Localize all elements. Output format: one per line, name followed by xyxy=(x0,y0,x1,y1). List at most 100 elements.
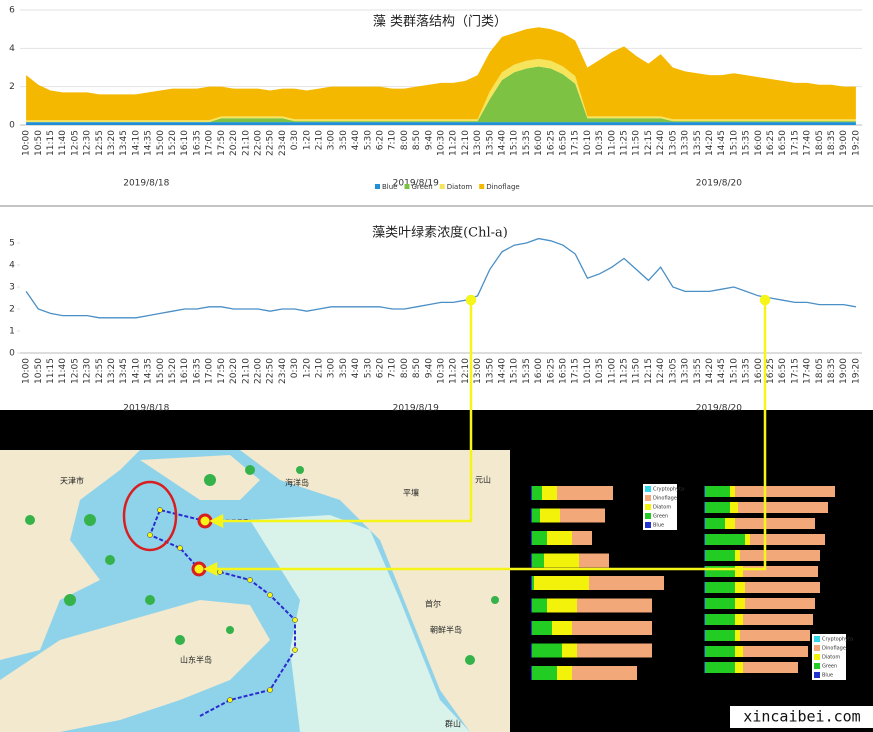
x-tick-label: 15:35 xyxy=(522,130,532,156)
bar-segment xyxy=(704,534,705,545)
x-tick-label: 11:00 xyxy=(607,358,617,384)
x-tick-label: 14:45 xyxy=(717,358,727,384)
bar-segment xyxy=(705,550,735,561)
y-tick-label: 1 xyxy=(9,327,15,337)
bar-segment xyxy=(705,630,735,641)
x-tick-label: 13:45 xyxy=(119,130,129,156)
y-tick-label: 6 xyxy=(9,6,15,16)
legend-swatch xyxy=(814,636,820,642)
cruise-route xyxy=(148,508,296,717)
x-tick-label: 16:00 xyxy=(754,130,764,156)
bar-segment xyxy=(743,662,798,673)
x-tick-label: 14:40 xyxy=(498,358,508,384)
bar-segment xyxy=(735,614,743,625)
date-label: 2019/8/20 xyxy=(696,404,742,414)
stations xyxy=(147,507,298,703)
land xyxy=(0,450,140,660)
legend-swatch xyxy=(645,504,651,510)
x-tick-label: 17:15 xyxy=(790,358,800,384)
x-tick-label: 16:10 xyxy=(180,130,190,156)
x-tick-label: 1:20 xyxy=(302,358,312,378)
x-tick-label: 15:35 xyxy=(522,358,532,384)
x-tick-label: 19:20 xyxy=(851,130,861,156)
map-label: 天津市 xyxy=(60,476,84,486)
x-tick-label: 11:00 xyxy=(607,130,617,156)
x-tick-label: 11:40 xyxy=(58,358,68,384)
x-tick-label: 17:15 xyxy=(571,358,581,384)
legend-swatch xyxy=(645,522,651,528)
bar-segment xyxy=(735,662,743,673)
x-tick-label: 22:50 xyxy=(266,358,276,384)
bar-segment xyxy=(704,502,705,513)
chart-title: 藻类叶绿素浓度(Chl-a) xyxy=(372,225,508,241)
line-series xyxy=(25,237,857,319)
x-tick-label: 10:50 xyxy=(34,130,44,156)
x-tick-label: 13:05 xyxy=(668,130,678,156)
bar-segment xyxy=(705,502,730,513)
bar-segment xyxy=(560,508,605,523)
bar-segment xyxy=(577,643,652,658)
y-tick-label: 4 xyxy=(9,261,15,271)
bar-segment xyxy=(705,566,735,577)
legend-swatch xyxy=(375,184,380,189)
x-tick-label: 16:10 xyxy=(180,358,190,384)
legend-label: Diatom xyxy=(447,183,473,191)
x-tick-label: 16:00 xyxy=(754,358,764,384)
x-tick-label: 11:50 xyxy=(632,358,642,384)
x-tick-label: 12:55 xyxy=(95,358,105,384)
bar-segment xyxy=(745,598,815,609)
area-series xyxy=(26,122,856,125)
bar-segment xyxy=(531,643,532,658)
bar-segment xyxy=(704,550,705,561)
x-tick-label: 12:40 xyxy=(656,130,666,156)
x-tick-label: 3:00 xyxy=(327,358,337,378)
bar-segment xyxy=(532,531,547,545)
x-tick-label: 16:35 xyxy=(192,130,202,156)
map-label: 平壤 xyxy=(403,488,419,498)
x-tick-label: 16:50 xyxy=(559,358,569,384)
x-tick-label: 12:55 xyxy=(95,130,105,156)
y-tick-label: 5 xyxy=(9,239,15,249)
bar-segment xyxy=(531,666,532,680)
x-tick-label: 11:50 xyxy=(632,130,642,156)
bar-segment xyxy=(577,598,652,613)
x-tick-label: 10:35 xyxy=(595,358,605,384)
x-tick-label: 14:20 xyxy=(705,358,715,384)
x-tick-label: 17:50 xyxy=(217,358,227,384)
x-tick-label: 16:25 xyxy=(546,358,556,384)
bar-segment xyxy=(547,531,572,545)
x-tick-label: 6:20 xyxy=(375,358,385,378)
legend-label: Blue xyxy=(653,523,664,529)
bar-segment xyxy=(704,662,705,673)
x-tick-label: 2:10 xyxy=(314,358,324,378)
bar-segment xyxy=(705,534,745,545)
legend-swatch xyxy=(814,654,820,660)
x-tick-label: 13:05 xyxy=(668,358,678,384)
x-tick-label: 10:30 xyxy=(437,130,447,156)
bar-segment xyxy=(531,508,532,523)
map-label: 元山 xyxy=(475,475,491,485)
bar-segment xyxy=(730,486,735,497)
x-tick-label: 8:50 xyxy=(412,130,422,150)
x-tick-label: 11:15 xyxy=(46,358,56,384)
x-tick-label: 14:35 xyxy=(144,358,154,384)
x-tick-label: 9:40 xyxy=(424,358,434,378)
x-tick-label: 18:35 xyxy=(827,358,837,384)
date-label: 2019/8/20 xyxy=(696,179,742,189)
legend-label: Green xyxy=(412,183,433,191)
bar-segment xyxy=(531,576,532,590)
bar-segment xyxy=(552,621,572,635)
x-tick-label: 12:15 xyxy=(644,130,654,156)
x-tick-label: 9:40 xyxy=(424,130,434,150)
y-tick-label: 4 xyxy=(9,44,15,54)
x-tick-label: 14:45 xyxy=(717,130,727,156)
bar-segment xyxy=(743,614,813,625)
bar-segment xyxy=(735,566,743,577)
date-label: 2019/8/19 xyxy=(393,404,439,414)
map-label: 首尔 xyxy=(425,599,441,609)
x-tick-label: 15:10 xyxy=(729,130,739,156)
x-tick-label: 11:20 xyxy=(449,130,459,156)
highlight-circle xyxy=(122,480,178,552)
x-tick-label: 19:00 xyxy=(839,358,849,384)
bar-segment xyxy=(704,582,705,593)
